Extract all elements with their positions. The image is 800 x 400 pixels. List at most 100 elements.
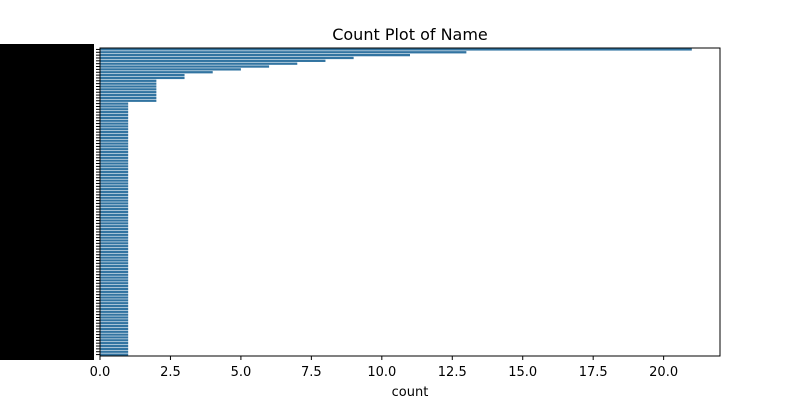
bar — [100, 222, 129, 225]
bar — [100, 139, 129, 142]
bar — [100, 128, 129, 131]
bar — [100, 299, 129, 302]
bar — [100, 290, 129, 293]
bar — [100, 122, 129, 125]
bars — [100, 48, 692, 356]
bar — [100, 239, 129, 242]
bar — [100, 216, 129, 219]
bar — [100, 259, 129, 262]
bar — [100, 71, 213, 74]
bar — [100, 233, 129, 236]
bar — [100, 99, 157, 102]
bar — [100, 247, 129, 251]
bar — [100, 119, 129, 122]
bar — [100, 225, 129, 228]
bar — [100, 279, 129, 282]
bar — [100, 82, 157, 85]
bar — [100, 342, 129, 345]
bar — [100, 324, 129, 328]
bar — [100, 91, 157, 94]
bar — [100, 202, 129, 205]
bar — [100, 105, 129, 108]
bar — [100, 353, 129, 356]
bar — [100, 245, 129, 248]
bar — [100, 176, 129, 179]
bar — [100, 310, 129, 313]
bar — [100, 267, 129, 271]
bar — [100, 51, 467, 54]
bar — [100, 336, 129, 339]
bar — [100, 227, 129, 231]
x-tick-label: 7.5 — [301, 365, 322, 380]
bar — [100, 322, 129, 325]
bar — [100, 173, 129, 177]
bar — [100, 207, 129, 211]
bar — [100, 307, 129, 311]
bar — [100, 102, 129, 105]
bar — [100, 210, 129, 214]
bar — [100, 153, 129, 157]
bar — [100, 319, 129, 322]
bar — [100, 162, 129, 165]
bar — [100, 48, 692, 51]
bar — [100, 250, 129, 254]
bar — [100, 193, 129, 197]
bar — [100, 344, 129, 348]
bar — [100, 62, 298, 65]
bar — [100, 190, 129, 194]
bar — [100, 68, 241, 71]
bar — [100, 276, 129, 279]
bar — [100, 302, 129, 305]
bar — [100, 213, 129, 216]
bar — [100, 116, 129, 120]
bar — [100, 313, 129, 316]
bar — [100, 148, 129, 151]
bar — [100, 88, 157, 91]
bar — [100, 296, 129, 299]
bar — [100, 327, 129, 331]
bar — [100, 65, 270, 68]
bar — [100, 188, 129, 191]
bar — [100, 73, 185, 77]
bar — [100, 273, 129, 276]
bar — [100, 156, 129, 159]
bar — [100, 196, 129, 199]
bar — [100, 339, 129, 342]
bar — [100, 282, 129, 285]
x-tick-label: 0.0 — [90, 365, 111, 380]
bar — [100, 219, 129, 222]
x-tick-label: 5.0 — [231, 365, 252, 380]
bar — [100, 256, 129, 259]
bar — [100, 136, 129, 139]
x-tick-label: 10.0 — [367, 365, 396, 380]
bar — [100, 168, 129, 171]
x-axis-label: count — [392, 385, 429, 400]
bar — [100, 133, 129, 137]
x-tick-label: 15.0 — [508, 365, 537, 380]
bar — [100, 130, 129, 134]
bar — [100, 93, 157, 97]
bar — [100, 293, 129, 296]
x-tick-label: 20.0 — [649, 365, 678, 380]
bar — [100, 59, 326, 62]
bar — [100, 199, 129, 202]
chart-title: Count Plot of Name — [332, 25, 488, 44]
plot-area-frame — [99, 47, 721, 357]
bar — [100, 113, 129, 117]
bar — [100, 347, 129, 351]
x-tick-label: 17.5 — [579, 365, 608, 380]
bar — [100, 165, 129, 168]
y-tick-labels — [0, 44, 100, 360]
bar — [100, 230, 129, 234]
bar — [100, 262, 129, 265]
bar — [100, 170, 129, 174]
bar — [100, 304, 129, 308]
bar — [100, 96, 157, 100]
bar — [100, 333, 129, 336]
bar — [100, 179, 129, 182]
bar — [100, 56, 354, 60]
bar — [100, 236, 129, 239]
bar — [100, 330, 129, 333]
bar — [100, 145, 129, 148]
